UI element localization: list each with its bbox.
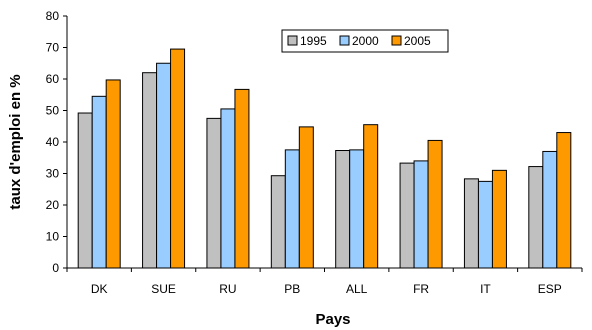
- legend-swatch-2005: [391, 35, 402, 46]
- bar-pb-2005: [298, 126, 314, 269]
- bar-all-2000: [349, 149, 365, 269]
- y-tick-label: 40: [46, 135, 60, 149]
- bar-sue-2005: [170, 48, 186, 269]
- bar-it-2000: [477, 180, 493, 269]
- y-tick-label: 30: [46, 167, 60, 181]
- x-tick-label: IT: [480, 282, 491, 296]
- x-tick-label: DK: [91, 282, 108, 296]
- bar-ru-1995: [206, 117, 222, 269]
- y-tick-label: 10: [46, 230, 60, 244]
- bar-all-2005: [363, 124, 379, 269]
- legend-swatch-1995: [287, 35, 298, 46]
- bar-sue-2000: [156, 62, 172, 269]
- bar-esp-2000: [542, 150, 558, 269]
- bar-esp-1995: [528, 166, 544, 269]
- y-tick-label: 70: [46, 41, 60, 55]
- bar-fr-2005: [427, 139, 443, 269]
- bar-dk-1995: [77, 112, 93, 269]
- legend: 1995 2000 2005: [281, 29, 449, 53]
- bar-sue-1995: [142, 72, 158, 269]
- legend-box: [281, 29, 449, 53]
- legend-swatch-2000: [339, 35, 350, 46]
- bar-it-2005: [491, 169, 507, 269]
- bar-dk-2000: [91, 95, 107, 269]
- plot-area: 0 10 20 30 40 50 60 70 80 DK SUE RU PB ALL FR IT ESP: [46, 9, 583, 296]
- legend-label-2005: 2005: [404, 34, 431, 48]
- x-tick-label: FR: [413, 282, 429, 296]
- bar-pb-2000: [284, 149, 300, 269]
- x-tick-label: ESP: [538, 282, 562, 296]
- y-tick-label: 0: [52, 261, 59, 275]
- bar-ru-2005: [234, 88, 250, 269]
- bar-ru-2000: [220, 108, 236, 269]
- legend-label-1995: 1995: [300, 34, 327, 48]
- x-tick-label: PB: [284, 282, 300, 296]
- y-tick-label: 50: [46, 104, 60, 118]
- bar-it-1995: [463, 178, 479, 269]
- y-tick-label: 60: [46, 72, 60, 86]
- bar-fr-2000: [413, 160, 429, 269]
- bar-pb-1995: [270, 175, 286, 269]
- y-axis-title: taux d'emploi en %: [7, 74, 24, 209]
- x-tick-label: ALL: [346, 282, 368, 296]
- bar-dk-2005: [105, 79, 121, 269]
- x-tick-label: RU: [219, 282, 236, 296]
- y-tick-label: 20: [46, 198, 60, 212]
- x-axis-title: Pays: [315, 311, 350, 328]
- bar-all-1995: [335, 150, 351, 269]
- y-tick-label: 80: [46, 9, 60, 23]
- bar-fr-1995: [399, 162, 415, 269]
- legend-label-2000: 2000: [352, 34, 379, 48]
- bar-esp-2005: [556, 132, 572, 269]
- x-tick-label: SUE: [151, 282, 176, 296]
